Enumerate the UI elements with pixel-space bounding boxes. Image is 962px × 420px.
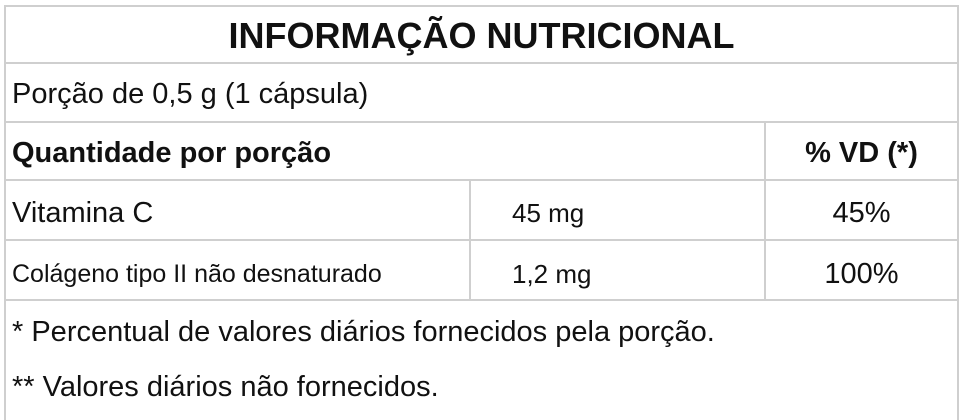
- nutrient-dv: 100%: [824, 258, 899, 290]
- divider-row2: [5, 299, 958, 301]
- nutrient-amount: 1,2 mg: [512, 259, 592, 289]
- column-divider-amount: [469, 180, 471, 300]
- nutrient-dv: 45%: [832, 197, 891, 229]
- portion-size: Porção de 0,5 g (1 cápsula): [12, 78, 369, 110]
- column-divider-dv: [764, 122, 766, 300]
- divider-row1: [5, 239, 958, 241]
- footnote-1: * Percentual de valores diários fornecid…: [12, 316, 715, 348]
- border-left: [4, 5, 6, 420]
- divider-portion: [5, 121, 958, 123]
- nutrient-name: Vitamina C: [12, 197, 154, 229]
- border-top: [5, 5, 958, 7]
- nutrient-name: Colágeno tipo II não desnaturado: [12, 260, 382, 288]
- border-right: [957, 5, 959, 420]
- header-dv: % VD (*): [805, 137, 918, 169]
- divider-header: [5, 179, 958, 181]
- table-title: INFORMAÇÃO NUTRICIONAL: [228, 15, 735, 56]
- header-quantity: Quantidade por porção: [12, 137, 332, 169]
- divider-title: [5, 62, 958, 64]
- footnote-2: ** Valores diários não fornecidos.: [12, 371, 439, 403]
- nutrient-amount: 45 mg: [512, 198, 585, 228]
